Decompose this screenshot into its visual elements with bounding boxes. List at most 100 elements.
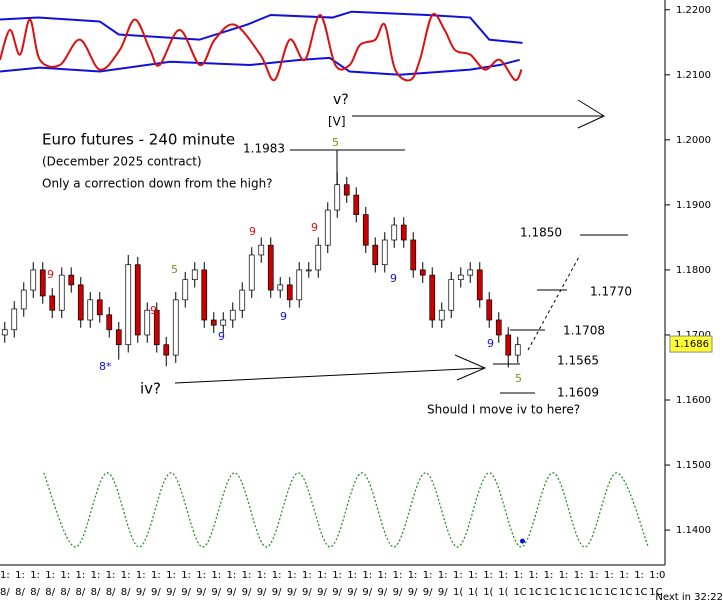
y-tick-label: 1.1600 xyxy=(676,395,711,406)
x-tick-label: 1: xyxy=(619,570,629,581)
x-tick-label: 1: xyxy=(483,570,493,581)
annotation: 5 xyxy=(332,136,339,149)
x-tick-label: 1: xyxy=(362,570,372,581)
x-tick-label: 1C xyxy=(634,587,647,598)
x-tick-label: 8/ xyxy=(106,587,116,598)
candle-body xyxy=(144,309,151,336)
x-tick-label: 1: xyxy=(529,570,539,581)
x-tick-label: 9/ xyxy=(196,587,206,598)
y-tick-label: 1.1800 xyxy=(676,265,711,276)
candle-body xyxy=(182,279,189,301)
y-tick-label: 1.1900 xyxy=(676,200,711,211)
annotation: 9 xyxy=(311,221,318,234)
candle-body xyxy=(248,254,255,291)
x-tick-label: 1( xyxy=(453,587,463,598)
candle-body xyxy=(201,269,208,321)
candle-body xyxy=(505,334,512,356)
candle-body xyxy=(49,295,56,311)
candle-body xyxy=(1,329,8,336)
x-tick-label: 9/ xyxy=(151,587,161,598)
candle-body xyxy=(239,289,246,311)
x-tick-label: 1: xyxy=(302,570,312,581)
candle-body xyxy=(134,264,141,336)
x-tick-label: 9/ xyxy=(423,587,433,598)
x-tick-label: 9/ xyxy=(211,587,221,598)
y-tick-label: 1.1700 xyxy=(676,330,711,341)
x-tick-label: 1: xyxy=(287,570,297,581)
arrow-line xyxy=(174,367,486,384)
price-label: 1.1686 xyxy=(674,339,709,350)
candle-body xyxy=(343,184,350,196)
candle-body xyxy=(438,309,445,321)
candle-body xyxy=(305,269,312,272)
x-tick-label: 1: xyxy=(30,570,40,581)
candle-body xyxy=(258,244,265,256)
x-tick-label: 1: xyxy=(559,570,569,581)
x-tick-label: 1: xyxy=(211,570,221,581)
x-tick-label: 8/ xyxy=(121,587,131,598)
x-tick-label: 1: xyxy=(106,570,116,581)
x-tick-label: 1: xyxy=(317,570,327,581)
arrow-head xyxy=(454,354,487,381)
annotation: 1.1770 xyxy=(590,285,632,299)
x-tick-label: 1: xyxy=(227,570,237,581)
x-tick-label: 1( xyxy=(468,587,478,598)
x-tick-label: 8/ xyxy=(30,587,40,598)
x-tick-label: 9/ xyxy=(287,587,297,598)
annotation: 1.1708 xyxy=(563,324,605,338)
x-tick-label: 1: xyxy=(408,570,418,581)
candle-body xyxy=(115,329,122,346)
x-tick-label: 8/ xyxy=(76,587,86,598)
x-tick-label: 9/ xyxy=(181,587,191,598)
x-tick-label: 1: xyxy=(347,570,357,581)
x-tick-label: 8/ xyxy=(15,587,25,598)
candle-body xyxy=(353,194,360,215)
y-tick-label: 1.2100 xyxy=(676,70,711,81)
x-tick-label: 1: xyxy=(378,570,388,581)
candle-body xyxy=(39,269,46,297)
candle-body xyxy=(419,269,426,276)
indicator-line xyxy=(0,12,523,82)
candle-body xyxy=(514,344,521,356)
x-tick-label: 1: xyxy=(574,570,584,581)
candle-body xyxy=(429,274,436,321)
x-tick-label: 1: xyxy=(196,570,206,581)
annotation: v? xyxy=(333,92,349,108)
candle-body xyxy=(229,309,236,321)
candle-body xyxy=(191,269,198,281)
indicator-line xyxy=(0,10,523,44)
annotation: 9 xyxy=(47,268,54,281)
x-tick-label: 1: xyxy=(151,570,161,581)
x-tick-label: 1C xyxy=(559,587,572,598)
arrow-head xyxy=(577,99,606,129)
annotation: 9 xyxy=(487,337,494,350)
x-tick-label: 9/ xyxy=(347,587,357,598)
x-tick-label: 1: xyxy=(544,570,554,581)
annotation: 9 xyxy=(390,272,397,285)
candle-body xyxy=(296,269,303,301)
footer: Next in 32:22 xyxy=(655,592,723,603)
candle-body xyxy=(87,299,94,321)
x-tick-label: 1C xyxy=(649,587,662,598)
x-tick-label: 9/ xyxy=(136,587,146,598)
y-tick-label: 1.2000 xyxy=(676,135,711,146)
x-tick-label: 9/ xyxy=(393,587,403,598)
candle-body xyxy=(11,308,18,331)
x-tick-label: 9/ xyxy=(332,587,342,598)
x-tick-label: 1: xyxy=(453,570,463,581)
x-tick-label: 1: xyxy=(634,570,644,581)
candle-body xyxy=(20,289,27,310)
x-tick-label: 1: xyxy=(513,570,523,581)
x-tick-label: 1: xyxy=(91,570,101,581)
candle-body xyxy=(467,269,474,276)
candle-body xyxy=(125,264,132,346)
x-tick-label: 1: xyxy=(332,570,342,581)
y-tick-label: 1.1500 xyxy=(676,460,711,471)
y-tick-label: 1.1400 xyxy=(676,525,711,536)
x-tick-label: 9/ xyxy=(166,587,176,598)
candle-body xyxy=(334,184,341,211)
candle-body xyxy=(277,284,284,291)
x-tick-label: 1: xyxy=(393,570,403,581)
x-tick-label: 9/ xyxy=(378,587,388,598)
